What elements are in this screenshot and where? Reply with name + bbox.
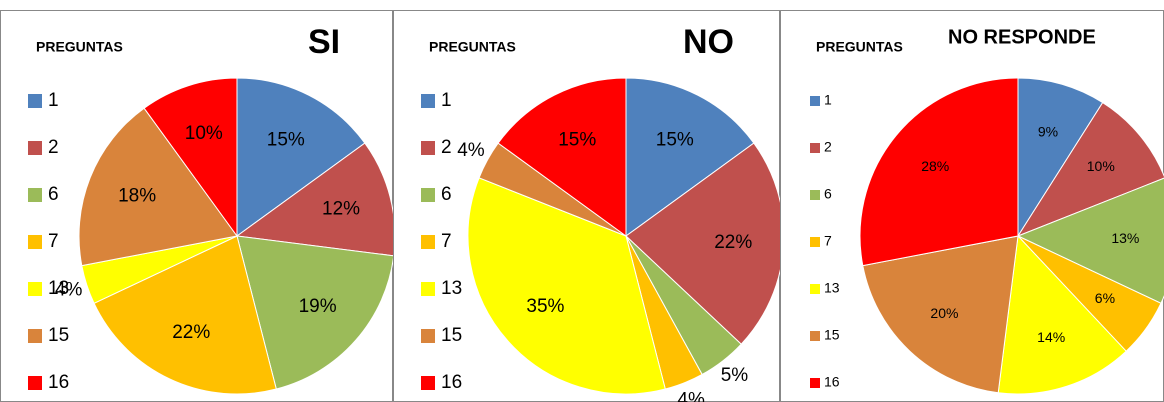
chart-title: NO RESPONDE	[948, 26, 1096, 48]
legend-label: 15	[824, 327, 840, 343]
legend-label: 6	[824, 186, 832, 202]
legend-swatch	[421, 282, 435, 296]
legend-swatch	[810, 190, 820, 200]
slice-label: 35%	[526, 296, 564, 317]
pie-slice	[1017, 77, 1104, 238]
legend-swatch	[421, 376, 435, 390]
legend-swatch	[421, 94, 435, 108]
legend-label: 1	[441, 90, 452, 111]
slice-label: 20%	[930, 305, 958, 321]
legend-swatch	[421, 329, 435, 343]
slice-label: 22%	[714, 232, 752, 253]
legend-swatch	[28, 141, 42, 155]
legend-label: 6	[48, 184, 59, 205]
pie-slice	[859, 77, 1019, 267]
pie-slice	[497, 77, 627, 237]
legend-swatch	[810, 331, 820, 341]
pie-slice	[625, 142, 780, 345]
slice-label: 4%	[457, 140, 485, 161]
legend-swatch	[810, 284, 820, 294]
slice-label: 14%	[1037, 329, 1065, 345]
legend-swatch	[810, 378, 820, 388]
slice-label: 13%	[1111, 230, 1139, 246]
legend-title: PREGUNTAS	[816, 39, 903, 55]
legend-label: 2	[441, 137, 452, 158]
pie-slice	[143, 77, 238, 238]
chart-title: SI	[308, 23, 340, 61]
legend-swatch	[421, 235, 435, 249]
legend-swatch	[421, 141, 435, 155]
legend-swatch	[810, 143, 820, 153]
slice-label: 28%	[921, 158, 949, 174]
legend-label: 1	[824, 92, 832, 108]
pie-slice	[467, 177, 666, 395]
slice-label: 10%	[1087, 158, 1115, 174]
slice-label: 15%	[267, 129, 305, 150]
pie-slice	[93, 235, 277, 395]
legend-title: PREGUNTAS	[36, 39, 123, 55]
pie-slice	[236, 235, 393, 390]
pie-slice	[1016, 177, 1164, 304]
legend-label: 1	[48, 90, 59, 111]
legend-label: 16	[48, 372, 69, 393]
slice-label: 5%	[721, 365, 749, 386]
slice-label: 12%	[322, 198, 360, 219]
legend-label: 13	[48, 278, 69, 299]
pie-slice	[625, 77, 755, 237]
legend-label: 7	[48, 231, 59, 252]
legend-swatch	[421, 188, 435, 202]
slice-label: 22%	[172, 322, 210, 343]
legend-title: PREGUNTAS	[429, 39, 516, 55]
pie-slice	[236, 77, 366, 237]
legend-swatch	[28, 282, 42, 296]
slice-label: 10%	[185, 123, 223, 144]
legend-label: 16	[441, 372, 462, 393]
pie-slice	[997, 234, 1127, 395]
legend-swatch	[810, 96, 820, 106]
pie-slice	[235, 142, 393, 257]
slice-label: 6%	[1095, 290, 1115, 306]
legend-swatch	[28, 235, 42, 249]
legend-label: 13	[441, 278, 462, 299]
slice-label: 9%	[1038, 124, 1058, 140]
slice-label: 15%	[558, 129, 596, 150]
legend-label: 7	[441, 231, 452, 252]
legend-swatch	[28, 329, 42, 343]
legend-label: 2	[824, 139, 832, 155]
legend-swatch	[810, 237, 820, 247]
legend-label: 15	[48, 325, 69, 346]
legend-label: 7	[824, 233, 832, 249]
chart-title: NO	[683, 23, 734, 61]
legend-swatch	[28, 376, 42, 390]
legend-label: 6	[441, 184, 452, 205]
slice-label: 19%	[299, 296, 337, 317]
legend-swatch	[28, 94, 42, 108]
legend-label: 13	[824, 280, 840, 296]
legend-label: 15	[441, 325, 462, 346]
legend-label: 16	[824, 374, 840, 390]
chart-panel: PREGUNTAS SI 15% 12% 19% 22% 4% 18% 10% 1 2 6 7 13 15 1…	[0, 10, 393, 402]
legend-swatch	[28, 188, 42, 202]
slice-label: 18%	[118, 185, 156, 206]
legend-label: 2	[48, 137, 59, 158]
slice-label: 15%	[656, 129, 694, 150]
pie-slice	[78, 107, 238, 267]
chart-panel: PREGUNTAS NO RESPONDE 9% 10% 13% 6% 14% 20% 28% 1…	[780, 10, 1164, 402]
slice-label: 4%	[677, 390, 705, 402]
chart-panel: PREGUNTAS NO 15% 22% 5% 4% 35% 4% 15% 1 2 6 7 13 15 16	[393, 10, 780, 402]
slice-label: 4%	[55, 280, 83, 301]
pie-slice	[862, 235, 1019, 394]
